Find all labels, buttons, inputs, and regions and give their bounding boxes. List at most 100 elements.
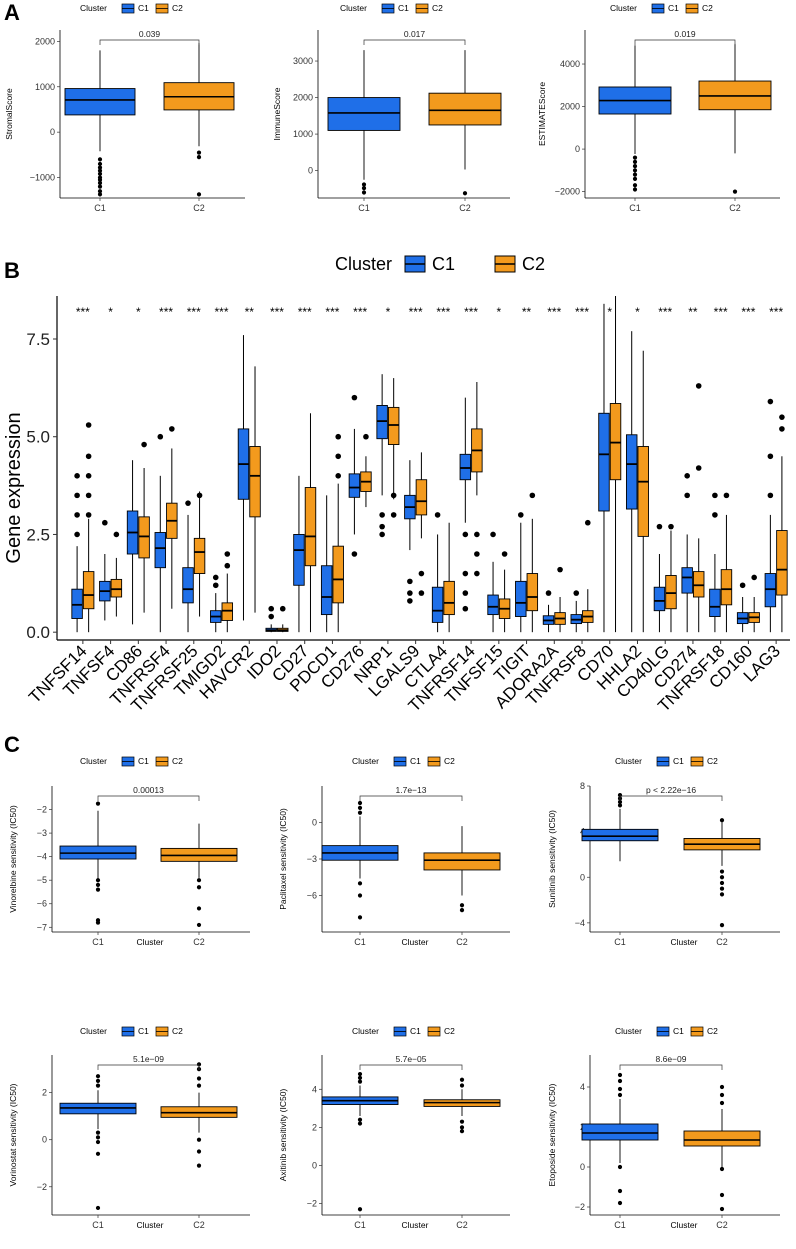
- y-tick-label: 2000: [560, 102, 580, 112]
- significance-label: ***: [325, 305, 339, 319]
- outlier-point: [113, 531, 120, 538]
- outlier-point: [712, 492, 718, 499]
- x-tick-label: C1: [92, 1220, 104, 1230]
- significance-label: ***: [436, 305, 450, 319]
- box-c2: [692, 571, 705, 598]
- outlier-point: [462, 605, 469, 612]
- box-c2: [637, 446, 649, 537]
- significance-label: ***: [769, 305, 783, 319]
- box-c2: [609, 403, 622, 481]
- outlier-point: [719, 818, 725, 823]
- outlier-point: [529, 492, 536, 499]
- y-tick-label: −1000: [30, 173, 55, 183]
- gene-box-c2: [82, 422, 95, 633]
- panel-a1: −1000 0 1000 2000 StromalScore C1 C2 0.039: [4, 29, 245, 213]
- outlier-point: [357, 1207, 363, 1212]
- gene-box-c2: [665, 523, 677, 633]
- outlier-point: [632, 176, 638, 181]
- legend-label-c2: C2: [707, 756, 718, 766]
- y-tick-label: 8: [580, 781, 585, 791]
- gene-box-c2: [193, 491, 206, 617]
- p-bracket: [363, 39, 466, 45]
- gene-box-c2: [110, 531, 123, 617]
- outlier-point: [95, 1205, 101, 1211]
- box-c1: [64, 88, 136, 116]
- gene-box-c1: [237, 335, 250, 621]
- outlier-point: [74, 531, 80, 538]
- p-bracket: [634, 39, 736, 45]
- outlier-point: [95, 1130, 101, 1135]
- y-tick-label: 1000: [293, 129, 313, 139]
- outlier-point: [719, 1084, 725, 1090]
- gene-box-c1: [653, 523, 666, 633]
- gene-box-c1: [570, 590, 582, 633]
- box-c1: [459, 453, 472, 481]
- legend-title: Cluster: [340, 3, 367, 13]
- panel-a2: 0 1000 2000 3000 ImmuneScore C1 C2 0.017: [272, 29, 510, 213]
- legend-label-c2: C2: [702, 3, 713, 13]
- p-value: 0.039: [139, 29, 161, 39]
- outlier-point: [74, 512, 80, 518]
- x-axis-title: Cluster: [137, 1220, 164, 1230]
- outlier-point: [739, 582, 746, 589]
- outlier-point: [632, 183, 638, 188]
- significance-label: ***: [187, 305, 201, 319]
- x-tick-label: C2: [729, 203, 741, 213]
- p-value: 5.7e−05: [396, 1054, 427, 1064]
- outlier-point: [684, 473, 690, 479]
- box-c1: [182, 567, 194, 604]
- y-tick-label: −2: [37, 1182, 47, 1192]
- outlier-point: [212, 582, 219, 589]
- p-bracket: [97, 1064, 200, 1070]
- outlier-point: [632, 172, 638, 177]
- gene-box-c2: [582, 519, 594, 633]
- y-tick-label: −4: [37, 852, 47, 862]
- y-tick-label: 2: [42, 1088, 47, 1098]
- x-tick-label: C2: [716, 1220, 728, 1230]
- outlier-point: [97, 168, 103, 173]
- panel-c6: −2024Etoposide sensitivity (IC50)C1C28.6…: [547, 1054, 780, 1230]
- gene-box-c2: [221, 551, 234, 633]
- outlier-point: [95, 1074, 101, 1079]
- outlier-point: [617, 1200, 623, 1206]
- gene-box-c2: [415, 452, 428, 596]
- x-tick-label: C1: [92, 937, 104, 947]
- y-tick-label: 4: [312, 1084, 317, 1094]
- outlier-point: [719, 886, 725, 891]
- outlier-point: [779, 414, 785, 420]
- legend-label-c1: C1: [138, 1026, 149, 1036]
- outlier-point: [85, 473, 92, 479]
- outlier-point: [767, 453, 774, 460]
- box-c2: [720, 569, 733, 606]
- x-tick-label: C1: [614, 1220, 626, 1230]
- outlier-point: [719, 1100, 725, 1106]
- x-tick-label: C2: [193, 1220, 205, 1230]
- gene-box-c1: [182, 500, 194, 633]
- significance-label: ***: [215, 305, 229, 319]
- gene-box-c2: [387, 378, 400, 518]
- gene-box-c2: [720, 492, 733, 633]
- p-bracket: [359, 795, 463, 801]
- significance-label: *: [607, 305, 612, 319]
- outlier-point: [656, 523, 663, 530]
- p-bracket: [359, 1064, 463, 1070]
- outlier-point: [474, 570, 480, 577]
- box-c1: [581, 1123, 659, 1141]
- y-tick-label: 1000: [35, 82, 55, 92]
- outlier-point: [719, 1192, 725, 1198]
- outlier-point: [617, 1086, 623, 1092]
- panel-c5: −2 0 2 4 Axitinib sensitivity (IC50) C1 C2 5.7e…: [278, 1054, 510, 1230]
- outlier-point: [357, 1117, 363, 1122]
- gene-box-c1: [459, 397, 472, 612]
- legend-label-c2: C2: [444, 1026, 455, 1036]
- outlier-point: [196, 906, 202, 911]
- legend-label-c2: C2: [707, 1026, 718, 1036]
- legend-label-c1: C1: [138, 3, 149, 13]
- box-c1: [431, 586, 444, 623]
- outlier-point: [196, 878, 202, 883]
- outlier-point: [95, 1135, 101, 1140]
- outlier-point: [379, 512, 385, 518]
- box-c1: [320, 565, 333, 616]
